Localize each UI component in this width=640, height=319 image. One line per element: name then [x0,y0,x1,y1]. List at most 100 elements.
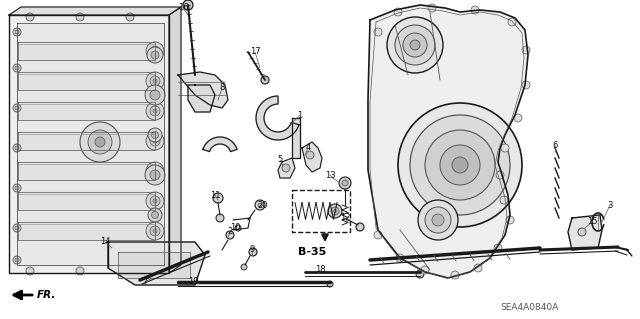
Circle shape [578,228,586,236]
Circle shape [80,122,120,162]
Circle shape [255,200,265,210]
Circle shape [333,210,337,212]
Circle shape [146,132,164,150]
Polygon shape [368,5,528,278]
Circle shape [150,170,160,180]
Circle shape [15,258,19,262]
Circle shape [235,225,241,231]
Circle shape [374,28,382,36]
Polygon shape [178,72,228,108]
Text: 12: 12 [340,213,350,222]
Circle shape [339,177,351,189]
Circle shape [150,166,160,176]
Text: 7: 7 [142,278,148,286]
Circle shape [421,266,429,274]
Circle shape [328,204,342,218]
Circle shape [88,130,112,154]
Circle shape [145,165,165,185]
Circle shape [213,193,223,203]
Circle shape [146,222,164,240]
Circle shape [15,106,19,110]
Circle shape [150,196,160,206]
Circle shape [514,114,522,122]
Circle shape [145,85,165,105]
Circle shape [15,226,19,230]
Circle shape [15,186,19,190]
Circle shape [76,13,84,21]
Circle shape [342,180,348,186]
Circle shape [403,33,427,57]
Circle shape [374,231,382,239]
Text: 10: 10 [230,224,240,233]
Circle shape [183,0,193,10]
Text: 8: 8 [220,84,225,93]
Circle shape [398,103,522,227]
Polygon shape [17,23,164,265]
Circle shape [428,4,436,12]
Circle shape [471,6,479,14]
Circle shape [126,267,134,275]
Circle shape [13,144,21,152]
Circle shape [396,254,404,262]
Circle shape [394,8,402,16]
Polygon shape [108,242,205,285]
Polygon shape [188,85,215,112]
Polygon shape [568,215,602,250]
Circle shape [146,72,164,90]
Circle shape [95,137,105,147]
Polygon shape [118,252,190,278]
Circle shape [15,146,19,150]
Circle shape [440,145,480,185]
Text: 18: 18 [315,265,325,275]
Text: 6: 6 [552,140,557,150]
Circle shape [26,13,34,21]
Polygon shape [18,222,155,240]
Polygon shape [18,72,155,90]
Circle shape [153,79,157,83]
Circle shape [522,81,530,89]
Polygon shape [18,192,155,210]
Circle shape [151,51,159,59]
Circle shape [387,17,443,73]
Circle shape [356,223,364,231]
Circle shape [153,199,157,203]
Circle shape [153,49,157,53]
Polygon shape [292,118,300,158]
Text: SEA4A0840A: SEA4A0840A [500,303,558,313]
Circle shape [395,25,435,65]
Circle shape [13,224,21,232]
Circle shape [148,208,162,222]
Text: 4: 4 [305,144,310,152]
Circle shape [452,157,468,173]
Circle shape [152,131,159,138]
Circle shape [153,169,157,173]
Polygon shape [302,142,322,172]
Polygon shape [18,132,155,150]
Circle shape [216,214,224,222]
Polygon shape [9,15,169,273]
Circle shape [506,216,514,224]
Circle shape [282,164,290,172]
Circle shape [425,130,495,200]
Circle shape [241,264,247,270]
Circle shape [501,144,509,152]
Polygon shape [203,137,237,152]
Circle shape [147,47,163,63]
Circle shape [522,46,530,54]
Text: FR.: FR. [37,290,56,300]
Text: 2: 2 [227,227,232,236]
Circle shape [76,267,84,275]
Circle shape [508,18,516,26]
Circle shape [26,267,34,275]
Circle shape [152,211,159,219]
Polygon shape [9,7,181,15]
Circle shape [410,40,420,50]
Circle shape [153,229,157,233]
Circle shape [146,102,164,120]
Text: 9: 9 [250,246,255,255]
Text: 16: 16 [178,4,188,12]
Text: 1: 1 [298,110,303,120]
Circle shape [418,200,458,240]
Circle shape [150,106,160,116]
Circle shape [13,28,21,36]
